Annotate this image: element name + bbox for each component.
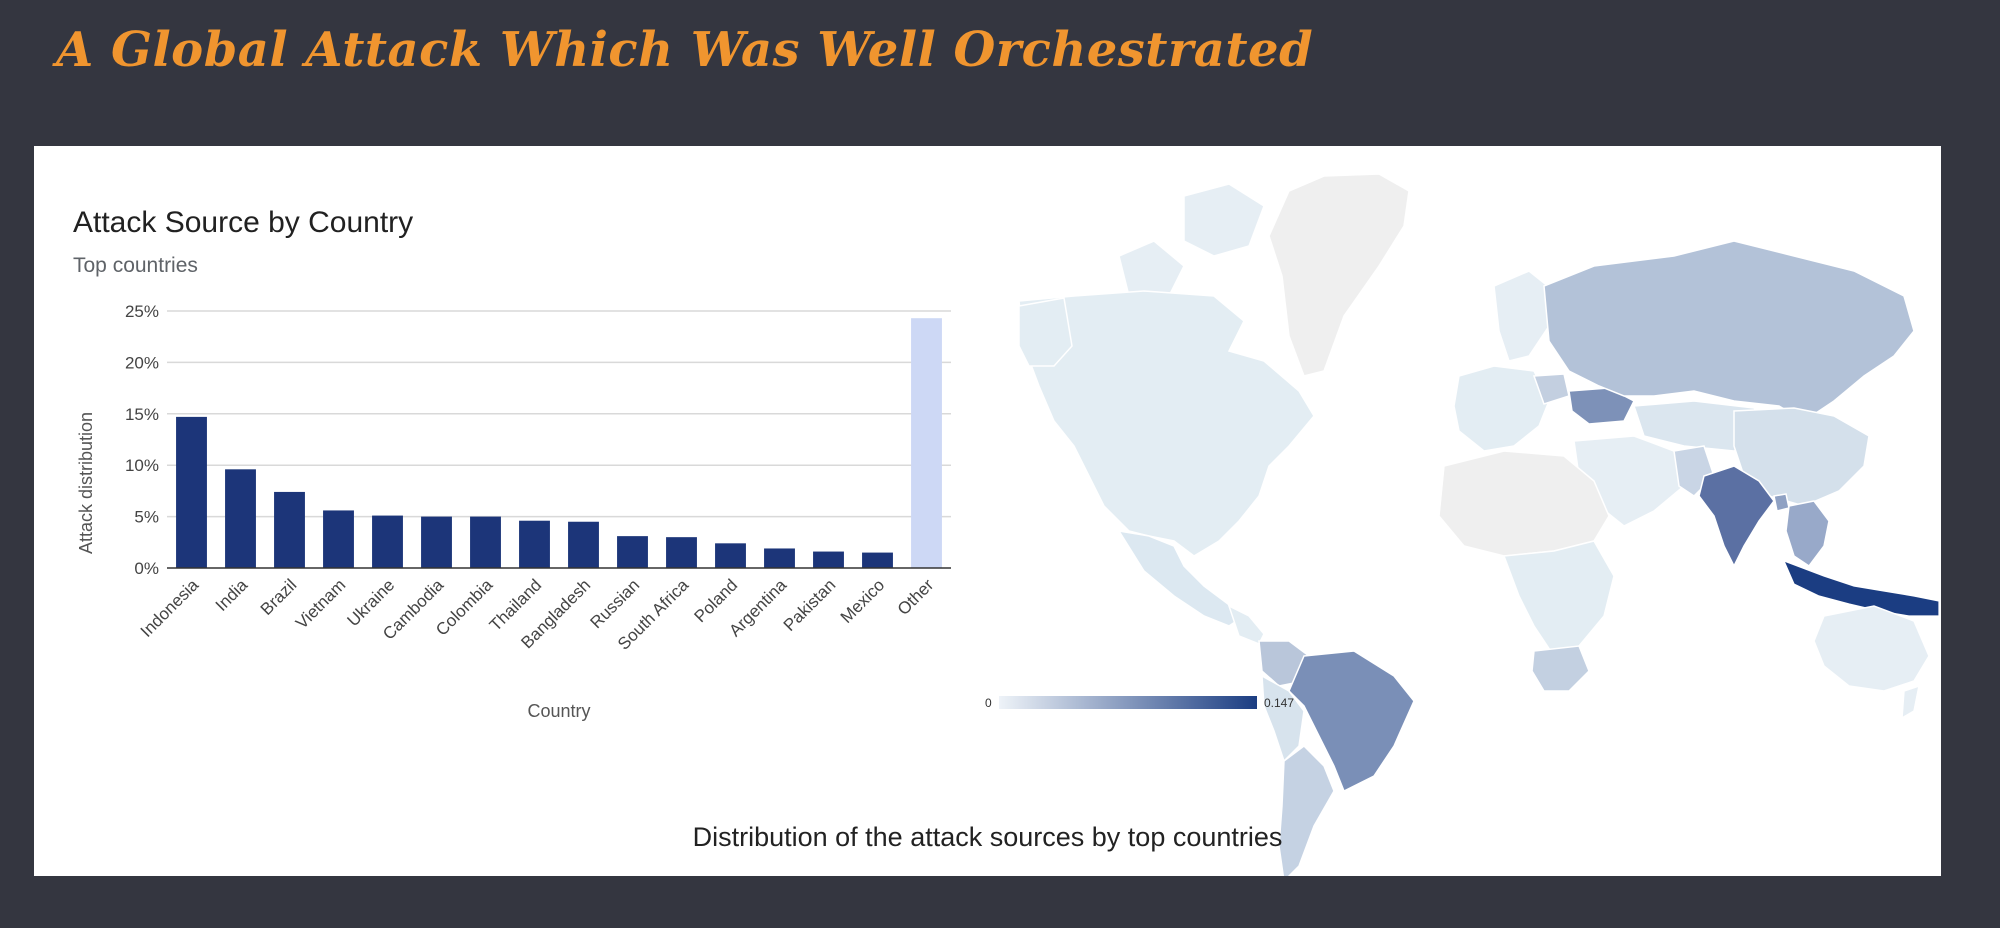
x-tick-label: Pakistan bbox=[780, 575, 840, 635]
bar-argentina bbox=[764, 548, 795, 568]
map-region-arctic-islands-2 bbox=[1118, 240, 1185, 297]
map-region-alaska bbox=[1018, 297, 1073, 367]
content-panel: Attack Source by Country Top countries 0… bbox=[34, 146, 1941, 876]
x-tick-label: Other bbox=[894, 575, 938, 619]
x-tick-label: Indonesia bbox=[137, 575, 203, 641]
y-gridlines bbox=[167, 310, 951, 518]
chart-subtitle: Top countries bbox=[73, 254, 198, 277]
bar-mexico bbox=[862, 552, 893, 568]
map-color-scale bbox=[999, 696, 1257, 709]
bar-vietnam bbox=[323, 510, 354, 568]
bar-poland bbox=[715, 543, 746, 568]
x-axis-label: Country bbox=[527, 701, 590, 721]
bar-chart: Attack Source by Country Top countries 0… bbox=[73, 206, 951, 721]
y-tick-labels: 0% 5% 10% 15% 20% 25% bbox=[125, 302, 159, 578]
map-region-bangladesh bbox=[1773, 493, 1790, 512]
map-region-arctic-islands bbox=[1183, 183, 1265, 257]
figure-caption: Distribution of the attack sources by to… bbox=[692, 822, 1283, 852]
bar-other bbox=[911, 318, 942, 568]
slide-title: A Global Attack Which Was Well Orchestra… bbox=[56, 22, 1314, 78]
y-tick-label: 25% bbox=[125, 302, 159, 321]
bar-brazil bbox=[274, 491, 305, 568]
map-region-australia bbox=[1813, 605, 1930, 692]
bar-indonesia bbox=[176, 416, 207, 568]
bar-india bbox=[225, 469, 256, 568]
bar-colombia bbox=[470, 516, 501, 568]
y-tick-label: 10% bbox=[125, 456, 159, 475]
y-tick-label: 20% bbox=[125, 353, 159, 372]
x-tick-labels: Indonesia India BrazilVietnamUkraineCambod… bbox=[137, 575, 938, 654]
map-region-india bbox=[1698, 465, 1775, 568]
map-region-western-europe bbox=[1453, 365, 1550, 452]
map-region-russia bbox=[1543, 240, 1915, 422]
map-region-scandinavia bbox=[1493, 270, 1555, 362]
bar-ukraine bbox=[372, 515, 403, 568]
bar-cambodia bbox=[421, 516, 452, 568]
charts-canvas: Attack Source by Country Top countries 0… bbox=[73, 173, 1940, 876]
map-region-greenland bbox=[1268, 173, 1410, 377]
map-region-argentina bbox=[1278, 745, 1335, 876]
map-legend-max: 0.147 bbox=[1264, 696, 1294, 710]
y-tick-label: 5% bbox=[134, 508, 159, 527]
x-tick-label: Brazil bbox=[257, 575, 300, 618]
map-legend-min: 0 bbox=[985, 696, 992, 710]
x-tick-label: India bbox=[212, 575, 252, 615]
bar-pakistan bbox=[813, 551, 844, 568]
bar-south-africa bbox=[666, 537, 697, 568]
map-region-central-africa bbox=[1502, 540, 1615, 657]
map-region-indochina bbox=[1785, 500, 1830, 568]
map-region-brazil bbox=[1288, 650, 1415, 793]
x-tick-label: Mexico bbox=[837, 575, 889, 627]
y-tick-label: 0% bbox=[134, 559, 159, 578]
chart-title: Attack Source by Country bbox=[73, 206, 413, 239]
map-region-indonesia bbox=[1782, 559, 1940, 617]
map-region-south-africa bbox=[1531, 645, 1590, 692]
bar-bangladesh bbox=[568, 521, 599, 568]
bar-series bbox=[176, 318, 942, 568]
x-tick-label: Vietnam bbox=[292, 575, 349, 632]
map-region-new-zealand bbox=[1901, 684, 1920, 720]
y-axis-label: Attack distribution bbox=[76, 412, 96, 554]
bar-thailand bbox=[519, 520, 550, 568]
map-region-north-america bbox=[1018, 290, 1315, 557]
map-region-china bbox=[1733, 407, 1870, 507]
world-map: 0 0.147 bbox=[985, 173, 1940, 876]
bar-russian bbox=[617, 536, 648, 568]
map-region-andes bbox=[1261, 674, 1305, 763]
y-tick-label: 15% bbox=[125, 405, 159, 424]
map-region-central-america bbox=[1227, 604, 1265, 645]
